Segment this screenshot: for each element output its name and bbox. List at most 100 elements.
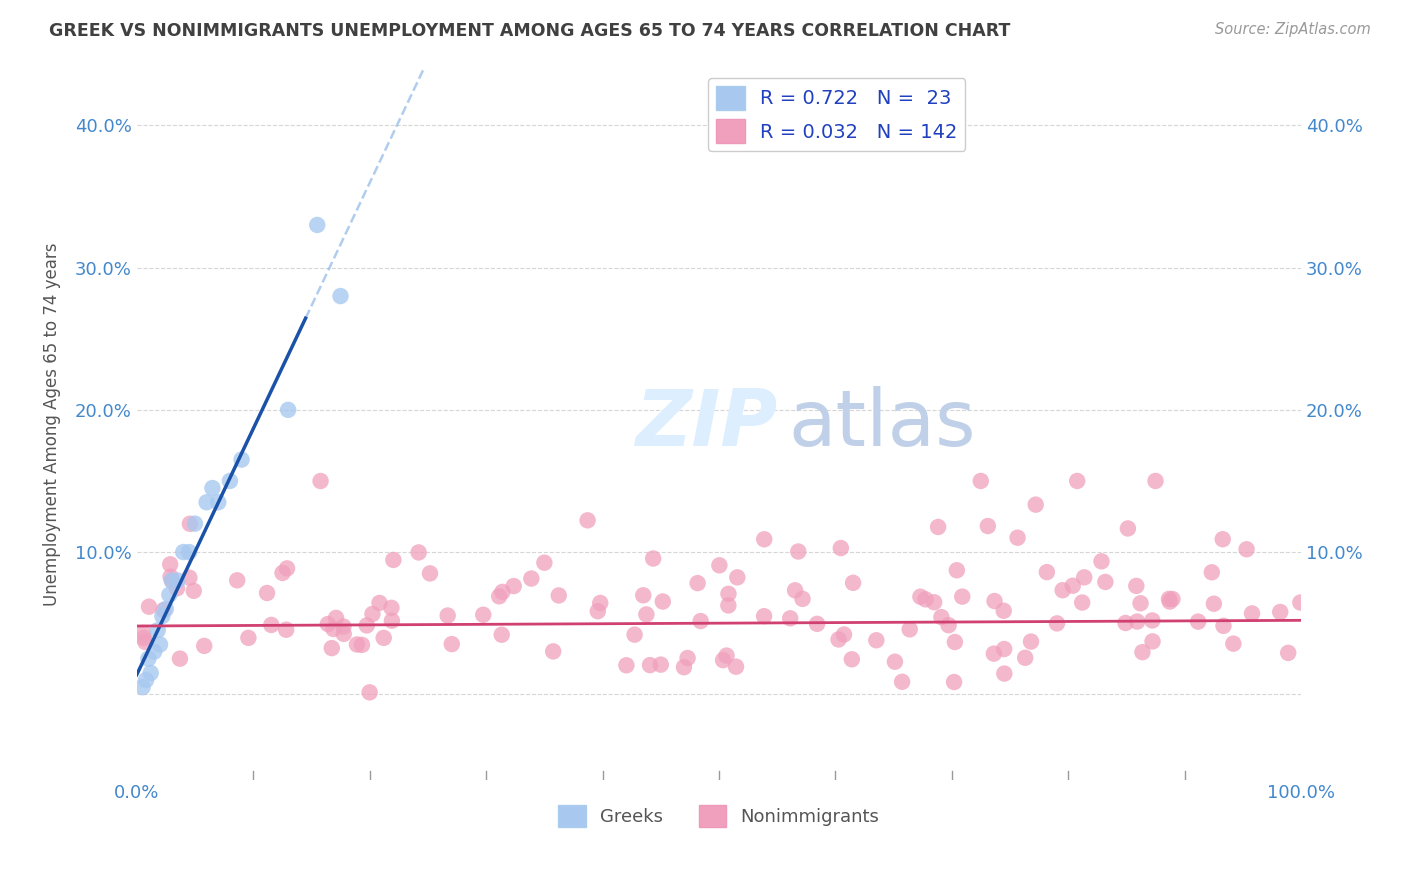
Point xyxy=(408,545,430,559)
Point xyxy=(927,520,949,534)
Point xyxy=(359,685,381,699)
Point xyxy=(166,574,188,588)
Point xyxy=(276,561,298,575)
Point xyxy=(914,592,936,607)
Point xyxy=(152,603,174,617)
Point xyxy=(472,607,495,622)
Point xyxy=(361,607,384,621)
Point xyxy=(1073,570,1095,584)
Point xyxy=(1115,615,1137,630)
Point xyxy=(910,590,932,604)
Point xyxy=(1025,498,1047,512)
Point xyxy=(440,637,463,651)
Point xyxy=(157,588,180,602)
Text: GREEK VS NONIMMIGRANTS UNEMPLOYMENT AMONG AGES 65 TO 74 YEARS CORRELATION CHART: GREEK VS NONIMMIGRANTS UNEMPLOYMENT AMON… xyxy=(49,22,1011,40)
Point xyxy=(1036,565,1059,579)
Point xyxy=(132,631,155,645)
Point xyxy=(717,587,740,601)
Point xyxy=(276,623,298,637)
Point xyxy=(1212,619,1234,633)
Point xyxy=(841,652,863,666)
Point xyxy=(329,289,352,303)
Point xyxy=(183,583,205,598)
Point xyxy=(381,614,404,628)
Point xyxy=(160,574,183,588)
Point xyxy=(827,632,849,647)
Y-axis label: Unemployment Among Ages 65 to 74 years: Unemployment Among Ages 65 to 74 years xyxy=(44,243,60,606)
Point xyxy=(1071,595,1094,609)
Point xyxy=(1019,634,1042,648)
Point xyxy=(1126,615,1149,629)
Point xyxy=(134,635,156,649)
Point xyxy=(792,591,814,606)
Point xyxy=(725,570,748,584)
Point xyxy=(993,604,1015,618)
Point xyxy=(938,618,960,632)
Point xyxy=(1270,605,1292,619)
Point xyxy=(636,607,658,622)
Point xyxy=(586,604,609,618)
Point xyxy=(150,609,173,624)
Point xyxy=(785,583,807,598)
Point xyxy=(676,651,699,665)
Point xyxy=(1277,646,1299,660)
Point xyxy=(179,545,201,559)
Point xyxy=(950,590,973,604)
Point xyxy=(686,576,709,591)
Point xyxy=(589,596,612,610)
Point xyxy=(350,638,373,652)
Point xyxy=(382,553,405,567)
Point xyxy=(806,616,828,631)
Point xyxy=(1144,474,1167,488)
Point xyxy=(1161,592,1184,607)
Point xyxy=(842,575,865,590)
Point xyxy=(1014,650,1036,665)
Point xyxy=(1007,531,1029,545)
Point xyxy=(502,579,524,593)
Point xyxy=(1116,521,1139,535)
Point xyxy=(1202,597,1225,611)
Text: Source: ZipAtlas.com: Source: ZipAtlas.com xyxy=(1215,22,1371,37)
Point xyxy=(1187,615,1209,629)
Point xyxy=(184,516,207,531)
Point xyxy=(983,647,1005,661)
Point xyxy=(943,635,966,649)
Point xyxy=(368,596,391,610)
Point xyxy=(231,452,253,467)
Point xyxy=(754,533,776,547)
Point xyxy=(638,658,661,673)
Point xyxy=(256,586,278,600)
Point xyxy=(325,611,347,625)
Point xyxy=(643,551,665,566)
Point xyxy=(172,545,194,559)
Point xyxy=(277,402,299,417)
Point xyxy=(547,589,569,603)
Point xyxy=(307,218,329,232)
Point xyxy=(830,541,852,555)
Point xyxy=(752,609,775,624)
Point xyxy=(1142,634,1164,648)
Point xyxy=(226,574,249,588)
Point xyxy=(541,644,564,658)
Point xyxy=(1289,595,1312,609)
Point xyxy=(1125,579,1147,593)
Point xyxy=(159,570,181,584)
Point xyxy=(650,657,672,672)
Point xyxy=(946,563,969,577)
Point xyxy=(898,623,921,637)
Point xyxy=(138,651,160,665)
Point xyxy=(1222,637,1244,651)
Point xyxy=(993,642,1015,657)
Point xyxy=(321,641,343,656)
Point xyxy=(716,648,738,663)
Point xyxy=(309,474,332,488)
Point xyxy=(316,617,339,632)
Point xyxy=(159,558,181,572)
Point xyxy=(373,631,395,645)
Point xyxy=(1066,474,1088,488)
Point xyxy=(332,619,354,633)
Point xyxy=(488,590,510,604)
Point xyxy=(238,631,260,645)
Point xyxy=(146,624,169,638)
Point xyxy=(1052,583,1074,598)
